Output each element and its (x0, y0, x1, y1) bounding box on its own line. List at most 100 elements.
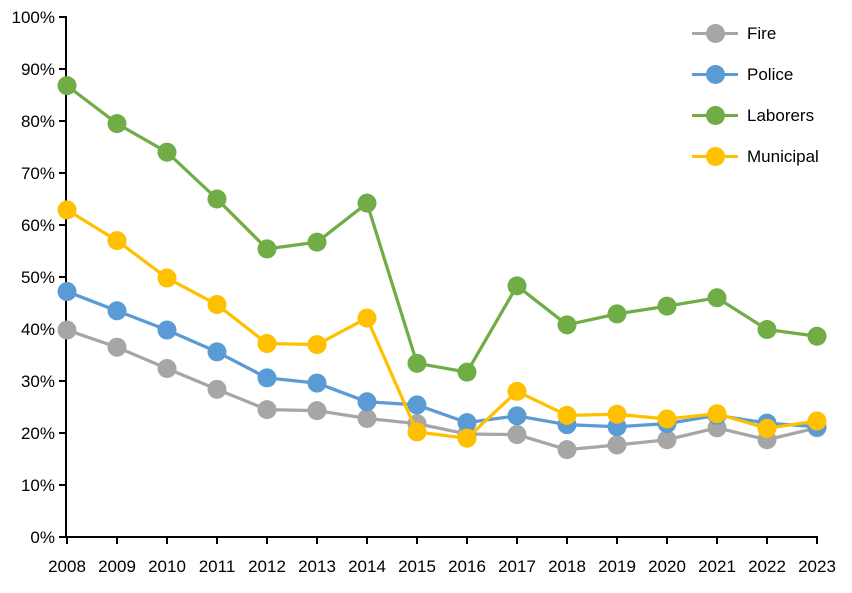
x-axis-label: 2014 (348, 557, 386, 576)
x-axis-label: 2008 (48, 557, 86, 576)
legend-item-laborers: Laborers (692, 95, 819, 136)
legend-item-police: Police (692, 54, 819, 95)
data-point-municipal-2016 (457, 428, 477, 448)
data-point-laborers-2018 (557, 315, 577, 335)
x-axis-label: 2009 (98, 557, 136, 576)
data-point-laborers-2020 (657, 296, 677, 316)
line-marker-icon (692, 147, 738, 166)
legend: Fire Police Laborers Municipal (692, 13, 819, 177)
data-point-fire-2017 (507, 425, 527, 445)
data-point-municipal-2021 (707, 404, 727, 424)
data-point-police-2011 (207, 342, 227, 362)
legend-item-fire: Fire (692, 13, 819, 54)
x-axis-label: 2011 (199, 557, 236, 576)
legend-dot-swatch (706, 24, 725, 43)
data-point-fire-2010 (157, 359, 177, 379)
x-axis-label: 2021 (698, 557, 736, 576)
data-point-police-2010 (157, 320, 177, 340)
y-axis-label: 50% (21, 268, 55, 287)
data-point-police-2017 (507, 406, 527, 426)
legend-dot-swatch (706, 147, 725, 166)
data-point-municipal-2008 (57, 200, 77, 220)
data-point-fire-2011 (207, 379, 227, 399)
data-point-municipal-2018 (557, 405, 577, 425)
data-point-municipal-2014 (357, 308, 377, 328)
data-point-fire-2019 (607, 435, 627, 455)
data-point-laborers-2013 (307, 232, 327, 252)
y-axis-label: 80% (21, 112, 55, 131)
legend-dot-swatch (706, 65, 725, 84)
y-axis-label: 0% (30, 528, 55, 547)
line-marker-icon (692, 24, 738, 43)
y-axis-label: 10% (21, 476, 55, 495)
x-axis-label: 2010 (148, 557, 186, 576)
line-marker-icon (692, 106, 738, 125)
series-line-municipal (66, 208, 818, 440)
data-point-laborers-2011 (207, 189, 227, 209)
data-point-police-2012 (257, 368, 277, 388)
x-axis-label: 2019 (598, 557, 636, 576)
data-point-laborers-2014 (357, 193, 377, 213)
data-point-laborers-2008 (57, 76, 77, 96)
x-axis-label: 2022 (748, 557, 786, 576)
x-axis-label: 2013 (298, 557, 336, 576)
x-axis-label: 2012 (248, 557, 286, 576)
series-line-laborers (66, 84, 818, 374)
data-point-fire-2013 (307, 401, 327, 421)
data-point-fire-2020 (657, 430, 677, 450)
y-axis-label: 100% (12, 8, 55, 27)
data-point-laborers-2022 (757, 320, 777, 340)
data-point-police-2009 (107, 301, 127, 321)
legend-label: Fire (747, 23, 777, 43)
legend-label: Police (747, 64, 794, 84)
x-axis-label: 2016 (448, 557, 486, 576)
data-point-municipal-2010 (157, 268, 177, 288)
data-point-municipal-2015 (407, 422, 427, 442)
data-point-municipal-2012 (257, 334, 277, 354)
data-point-municipal-2009 (107, 231, 127, 251)
x-axis-label: 2023 (798, 557, 836, 576)
data-point-municipal-2023 (807, 411, 827, 431)
data-point-laborers-2023 (807, 326, 827, 346)
data-point-police-2008 (57, 282, 77, 302)
data-point-laborers-2009 (107, 114, 127, 134)
data-point-fire-2014 (357, 408, 377, 428)
line-marker-icon (692, 65, 738, 84)
legend-item-municipal: Municipal (692, 136, 819, 177)
y-axis-label: 60% (21, 216, 55, 235)
data-point-municipal-2019 (607, 404, 627, 424)
x-axis-label: 2020 (648, 557, 686, 576)
data-point-laborers-2015 (407, 353, 427, 373)
x-axis-label: 2018 (548, 557, 586, 576)
data-point-municipal-2013 (307, 335, 327, 355)
data-point-fire-2008 (57, 320, 77, 340)
data-point-laborers-2017 (507, 276, 527, 296)
legend-label: Laborers (747, 105, 815, 125)
data-point-laborers-2010 (157, 142, 177, 162)
y-axis-label: 90% (21, 60, 55, 79)
data-point-laborers-2019 (607, 304, 627, 324)
series-line-police (66, 290, 818, 429)
data-point-fire-2012 (257, 400, 277, 420)
x-axis-label: 2015 (398, 557, 436, 576)
data-point-municipal-2020 (657, 409, 677, 429)
data-point-municipal-2017 (507, 381, 527, 401)
y-axis-label: 40% (21, 320, 55, 339)
data-point-laborers-2021 (707, 288, 727, 308)
series-line-fire (66, 328, 818, 452)
legend-dot-swatch (706, 106, 725, 125)
data-point-fire-2009 (107, 337, 127, 357)
data-point-police-2014 (357, 392, 377, 412)
data-point-laborers-2016 (457, 362, 477, 382)
data-point-municipal-2022 (757, 418, 777, 438)
y-axis-label: 70% (21, 164, 55, 183)
data-point-police-2013 (307, 373, 327, 393)
data-point-police-2015 (407, 395, 427, 415)
legend-label: Municipal (747, 146, 819, 166)
y-axis-label: 20% (21, 424, 55, 443)
data-point-police-2016 (457, 413, 477, 433)
y-axis-label: 30% (21, 372, 55, 391)
data-point-fire-2018 (557, 440, 577, 460)
